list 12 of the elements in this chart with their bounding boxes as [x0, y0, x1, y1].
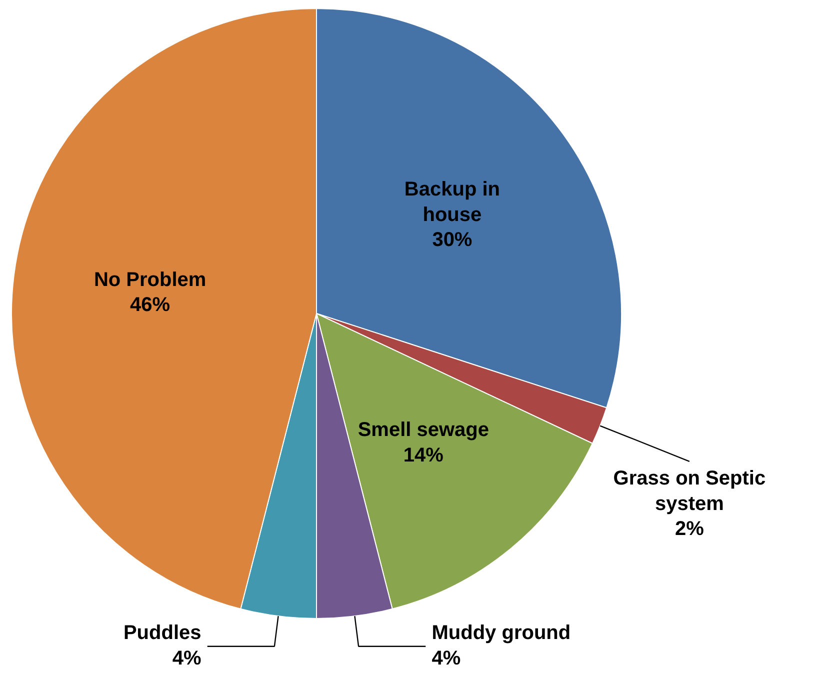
slice-label: Muddy ground [432, 622, 571, 644]
data-label: 4% [172, 647, 202, 670]
slice-label: Grass on Septic system [613, 468, 766, 515]
data-label: 46% [130, 294, 170, 316]
data-label: 2% [674, 518, 704, 540]
slice-label: No Problem [94, 268, 206, 291]
data-label: 4% [432, 647, 461, 670]
slice-label: Backup in house [404, 178, 500, 226]
data-label: 30% [432, 229, 472, 252]
slice-label: Puddles [123, 622, 202, 644]
slice-label: Smell sewage [358, 419, 490, 442]
data-label: 14% [403, 444, 444, 466]
